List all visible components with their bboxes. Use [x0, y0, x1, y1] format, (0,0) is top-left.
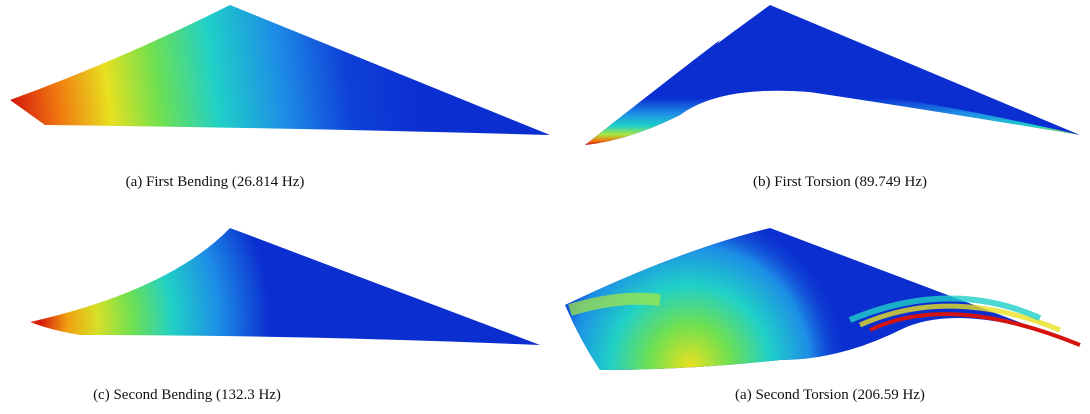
mode-shape-d: [565, 228, 1080, 370]
figure: (a) First Bending (26.814 Hz) (b) First …: [0, 0, 1090, 414]
mode-shape-a: [10, 5, 550, 135]
caption: (b) First Torsion (89.749 Hz): [753, 174, 927, 190]
mode-shape-c: [30, 228, 540, 345]
caption: (c) Second Bending (132.3 Hz): [93, 387, 281, 403]
caption: (a) First Bending (26.814 Hz): [126, 174, 305, 190]
mode-shape-b: [585, 5, 1080, 145]
caption: (a) Second Torsion (206.59 Hz): [735, 387, 925, 403]
